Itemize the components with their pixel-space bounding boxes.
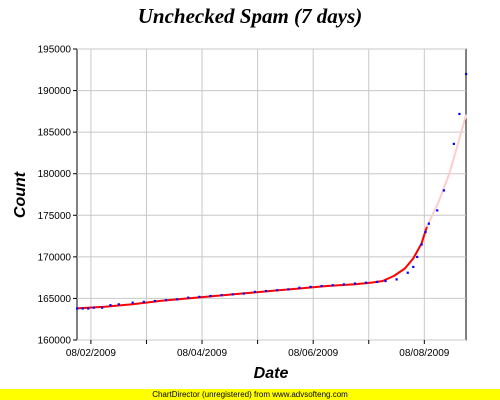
data-point	[87, 307, 90, 310]
data-point	[164, 299, 168, 302]
x-tick-label: 08/02/2009	[66, 348, 116, 359]
data-point	[465, 72, 468, 76]
data-point	[153, 299, 156, 303]
data-point	[320, 284, 323, 288]
data-point	[117, 303, 120, 306]
data-point	[287, 288, 290, 291]
data-point	[309, 285, 312, 288]
y-tick-label: 175000	[38, 211, 72, 222]
data-point	[276, 289, 279, 292]
data-point	[395, 278, 398, 281]
data-point	[81, 307, 84, 310]
data-point	[458, 112, 461, 116]
data-point	[220, 294, 223, 297]
y-tick-label: 160000	[38, 336, 72, 347]
data-point	[101, 306, 104, 309]
x-axis: 08/02/2009 08/04/2009 08/06/2009 08/08/2009	[66, 340, 450, 359]
data-point	[131, 301, 134, 304]
data-point	[176, 298, 179, 301]
y-tick-label: 165000	[38, 294, 72, 305]
scatter-chart: 160000 165000 170000 175000 180000 185000 1900…	[12, 45, 468, 382]
data-point	[253, 290, 257, 293]
trend-line	[426, 114, 467, 228]
x-tick-label: 08/04/2009	[177, 348, 227, 359]
y-tick-label: 180000	[38, 169, 72, 180]
y-axis-title: Count	[12, 171, 29, 218]
x-tick-label: 08/08/2009	[399, 348, 449, 359]
y-tick-label: 195000	[38, 45, 72, 56]
data-point	[442, 189, 445, 192]
data-point	[187, 296, 190, 299]
data-point	[142, 300, 145, 303]
data-point	[353, 282, 357, 285]
data-point	[264, 289, 268, 293]
data-point	[427, 222, 430, 225]
y-axis: 160000 165000 170000 175000 180000 185000 1900…	[38, 45, 77, 347]
x-tick-label: 08/06/2009	[288, 348, 338, 359]
data-point	[298, 286, 301, 289]
data-series	[76, 72, 468, 310]
x-axis-title: Date	[254, 365, 289, 382]
data-point	[92, 306, 95, 309]
data-point	[76, 307, 79, 310]
data-point	[436, 209, 439, 212]
data-point	[412, 265, 415, 269]
data-point	[342, 283, 345, 286]
data-point	[364, 281, 368, 284]
y-tick-label: 190000	[38, 86, 72, 97]
data-point	[416, 255, 419, 259]
plot-area	[76, 48, 467, 341]
data-point	[384, 279, 387, 283]
data-point	[231, 293, 234, 296]
y-tick-label: 170000	[38, 252, 72, 263]
data-point	[109, 304, 112, 307]
y-tick-label: 185000	[38, 128, 72, 139]
data-point	[209, 294, 212, 298]
data-point	[242, 292, 245, 295]
chart-title: Unchecked Spam (7 days)	[137, 4, 363, 28]
data-point	[198, 295, 201, 298]
watermark-footer: ChartDirector (unregistered) from www.ad…	[0, 389, 500, 400]
data-point	[424, 230, 427, 234]
data-point	[406, 271, 409, 274]
data-point	[452, 142, 455, 145]
data-point	[331, 284, 334, 287]
data-point	[376, 280, 379, 283]
grid-lines	[77, 48, 466, 341]
data-point	[420, 243, 423, 246]
